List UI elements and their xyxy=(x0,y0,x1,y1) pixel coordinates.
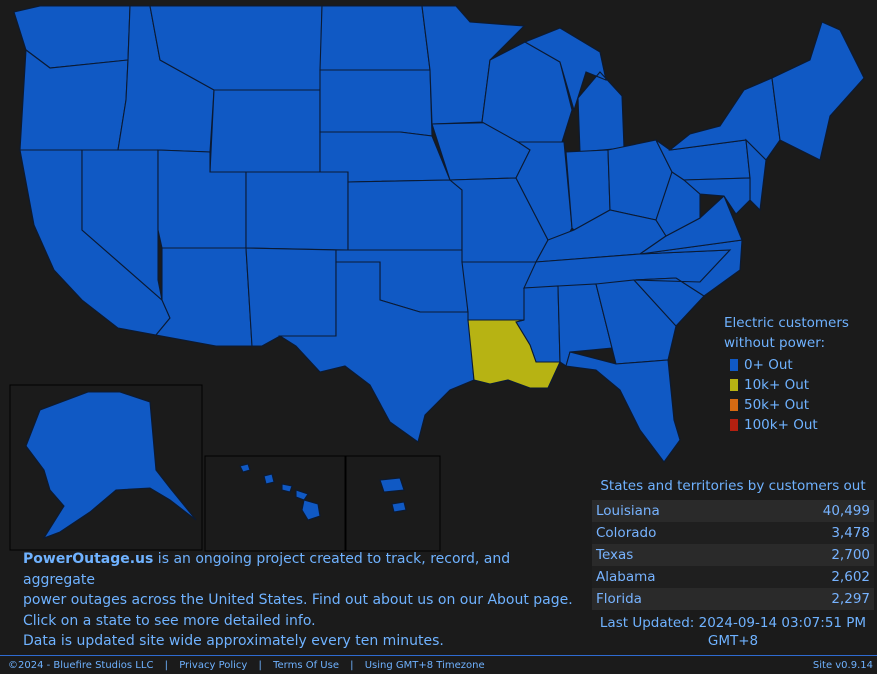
state-texas[interactable] xyxy=(278,261,475,443)
state-kansas[interactable] xyxy=(347,179,463,251)
site-version: Site v0.9.14 xyxy=(812,659,873,671)
brand-link[interactable]: PowerOutage.us xyxy=(23,551,154,567)
table-row[interactable]: Louisiana 40,499 xyxy=(592,500,874,522)
about-link[interactable]: About xyxy=(487,592,529,608)
state-new-mexico[interactable] xyxy=(245,247,337,347)
privacy-policy-link[interactable]: Privacy Policy xyxy=(179,659,248,671)
table-row[interactable]: Texas 2,700 xyxy=(592,544,874,566)
state-wyoming[interactable] xyxy=(209,89,321,173)
ranking-table: Louisiana 40,499 Colorado 3,478 Texas 2,700… xyxy=(592,500,874,610)
ranking-heading: States and territories by customers out xyxy=(600,478,866,494)
legend-item-100k: 100k+ Out xyxy=(730,415,849,435)
state-colorado[interactable] xyxy=(245,171,349,251)
table-row[interactable]: Alabama 2,602 xyxy=(592,566,874,588)
state-louisiana[interactable] xyxy=(467,319,561,389)
timezone-link[interactable]: Using GMT+8 Timezone xyxy=(364,659,485,671)
legend-title: Electric customers without power: xyxy=(724,315,849,351)
alaska-inset-frame xyxy=(9,384,203,551)
legend-item-50k: 50k+ Out xyxy=(730,395,849,415)
us-outage-map xyxy=(9,5,865,552)
state-alaska[interactable] xyxy=(25,391,197,540)
state-north-carolina[interactable] xyxy=(633,239,743,297)
copyright-text: ©2024 - Bluefire Studios LLC xyxy=(8,659,154,671)
state-oregon[interactable] xyxy=(19,48,129,151)
territory-puerto-rico[interactable] xyxy=(379,477,407,513)
state-new-england[interactable] xyxy=(771,21,865,161)
state-south-dakota[interactable] xyxy=(319,69,433,137)
state-michigan[interactable] xyxy=(523,27,625,153)
state-north-dakota[interactable] xyxy=(319,5,431,71)
puerto-rico-inset-frame xyxy=(345,455,441,552)
legend-item-10k: 10k+ Out xyxy=(730,375,849,395)
page-footer: ©2024 - Bluefire Studios LLC | Privacy P… xyxy=(0,655,877,674)
states-ranking-panel: States and territories by customers out … xyxy=(592,478,874,650)
state-new-jersey[interactable] xyxy=(745,138,767,212)
state-florida[interactable] xyxy=(565,351,681,463)
table-row[interactable]: Florida 2,297 xyxy=(592,588,874,610)
last-updated: Last Updated: 2024-09-14 03:07:51 PM GMT… xyxy=(599,615,867,649)
site-intro: PowerOutage.us is an ongoing project cre… xyxy=(23,551,573,649)
map-legend: Electric customers without power: 0+ Out… xyxy=(724,313,849,435)
state-maryland[interactable] xyxy=(682,177,751,215)
contiguous-us xyxy=(13,5,865,463)
hawaii-inset-frame xyxy=(204,455,346,552)
state-arizona[interactable] xyxy=(154,247,253,347)
state-hawaii[interactable] xyxy=(239,463,321,521)
table-row[interactable]: Colorado 3,478 xyxy=(592,522,874,544)
legend-item-0k: 0+ Out xyxy=(730,355,849,375)
terms-of-use-link[interactable]: Terms Of Use xyxy=(273,659,339,671)
